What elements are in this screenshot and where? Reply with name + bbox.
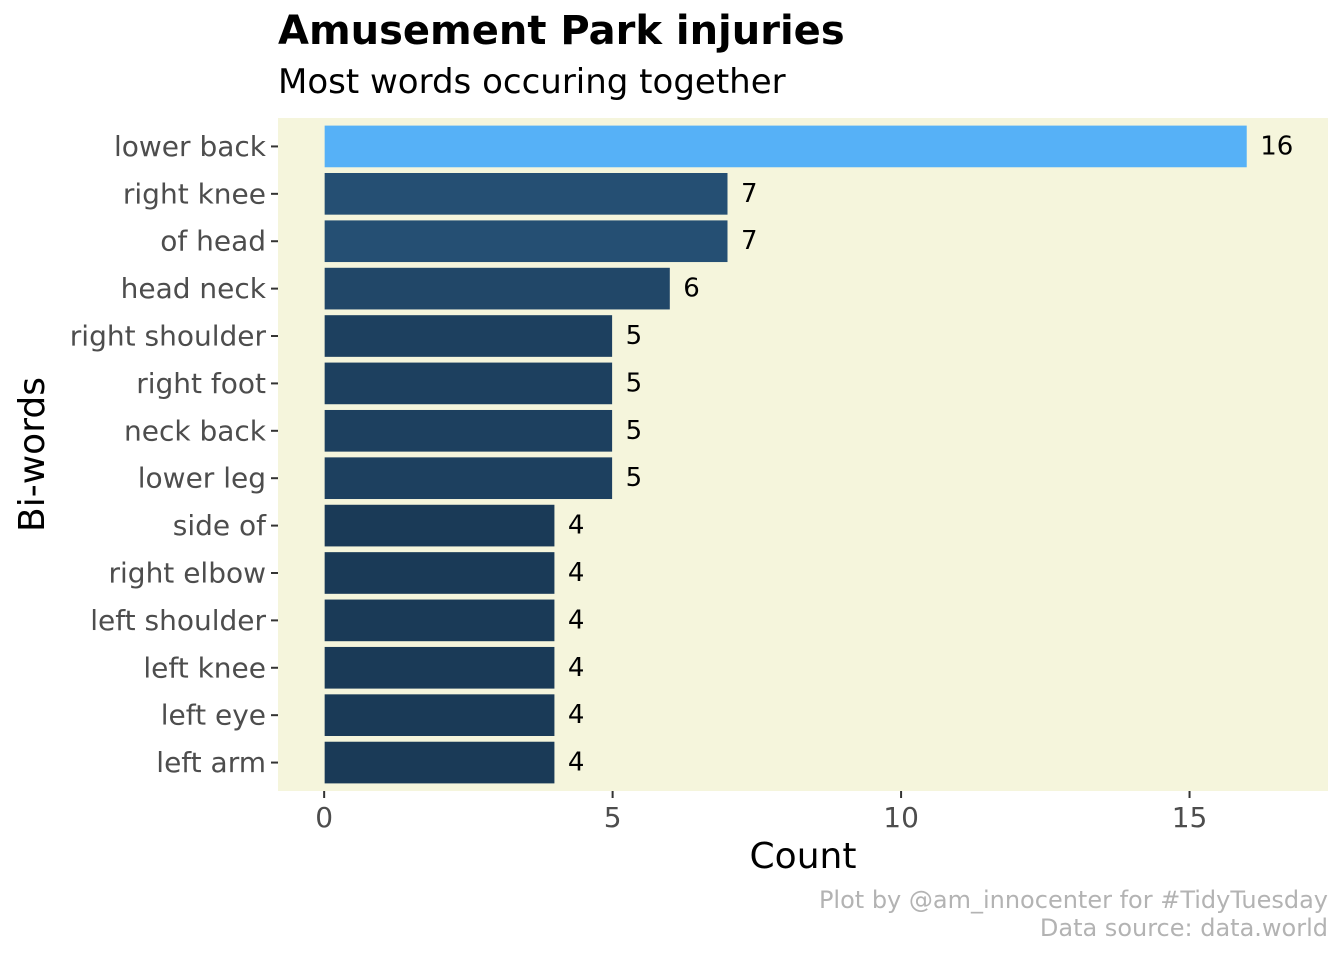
bar-left-shoulder <box>323 598 556 643</box>
chart-subtitle: Most words occuring together <box>278 62 786 102</box>
y-tick-label-lower-leg: lower leg <box>138 462 266 495</box>
value-label-neck-back: 5 <box>626 416 643 446</box>
y-tick-label-right-knee: right knee <box>123 177 266 210</box>
y-tick-label-left-eye: left eye <box>161 699 266 732</box>
y-tick-label-left-shoulder: left shoulder <box>90 604 266 637</box>
bar-side-of <box>323 503 556 548</box>
x-tick-label-5: 5 <box>604 801 622 834</box>
bar-left-eye <box>323 693 556 737</box>
y-tick-label-side-of: side of <box>173 509 267 542</box>
value-label-side-of: 4 <box>568 511 585 541</box>
bar-left-knee <box>323 645 556 690</box>
x-axis-title: Count <box>750 836 857 877</box>
value-label-lower-leg: 5 <box>626 463 643 493</box>
bar-right-shoulder <box>323 314 614 358</box>
bar-neck-back <box>323 408 614 453</box>
y-tick-label-neck-back: neck back <box>124 414 267 447</box>
bar-lower-leg <box>323 456 614 501</box>
y-tick-label-right-foot: right foot <box>136 367 266 400</box>
y-tick-label-right-elbow: right elbow <box>109 556 267 589</box>
value-labels-group: 16 7 7 6 5 5 5 5 4 4 4 4 4 4 <box>568 131 1293 777</box>
x-tick-label-10: 10 <box>883 801 919 834</box>
bar-head-neck <box>323 266 671 311</box>
y-tick-label-left-knee: left knee <box>143 651 266 684</box>
y-axis: lower back right knee of head head neck righ… <box>70 130 278 779</box>
bar-lower-back <box>323 124 1248 169</box>
bar-right-foot <box>323 361 614 406</box>
bar-right-knee <box>323 172 729 216</box>
caption: Plot by @am_innocenter for #TidyTuesday … <box>819 886 1328 942</box>
y-tick-label-head-neck: head neck <box>121 272 267 305</box>
value-label-left-shoulder: 4 <box>568 605 585 635</box>
value-label-right-shoulder: 5 <box>626 321 643 351</box>
y-axis-title: Bi-words <box>12 377 53 532</box>
x-tick-label-0: 0 <box>315 801 333 834</box>
y-tick-label-lower-back: lower back <box>114 130 267 163</box>
chart-title: Amusement Park injuries <box>278 8 845 54</box>
plot-panel <box>278 118 1328 791</box>
value-label-lower-back: 16 <box>1260 131 1293 161</box>
value-label-right-elbow: 4 <box>568 558 585 588</box>
caption-line-1: Plot by @am_innocenter for #TidyTuesday <box>818 886 1328 914</box>
caption-line-2: Data source: data.world <box>1039 914 1328 942</box>
bars-group <box>323 124 1248 785</box>
x-axis: 0 5 10 15 <box>315 791 1207 834</box>
value-label-right-foot: 5 <box>626 368 643 398</box>
value-label-of-head: 7 <box>741 226 758 256</box>
x-tick-label-15: 15 <box>1172 801 1208 834</box>
bar-of-head <box>323 219 729 264</box>
y-tick-label-of-head: of head <box>160 225 266 258</box>
value-label-left-arm: 4 <box>568 748 585 778</box>
value-label-head-neck: 6 <box>683 274 700 304</box>
value-label-right-knee: 7 <box>741 179 758 209</box>
value-label-left-knee: 4 <box>568 653 585 683</box>
value-label-left-eye: 4 <box>568 700 585 730</box>
y-tick-label-right-shoulder: right shoulder <box>70 320 267 353</box>
y-tick-label-left-arm: left arm <box>156 746 266 779</box>
bar-left-arm <box>323 740 556 785</box>
bar-right-elbow <box>323 551 556 595</box>
